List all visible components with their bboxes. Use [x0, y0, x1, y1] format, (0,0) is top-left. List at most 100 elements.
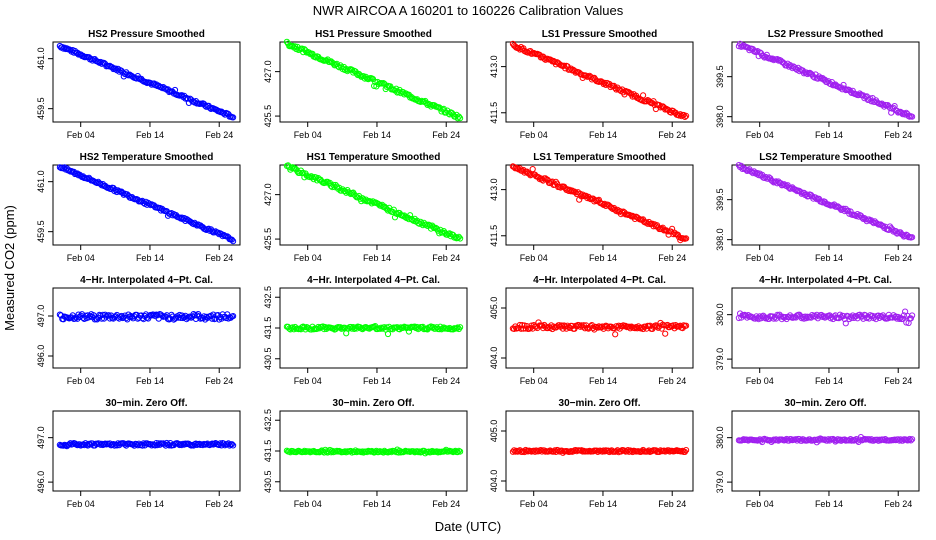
x-tick-label: Feb 14: [589, 499, 617, 509]
y-tick-label: 399.5: [715, 65, 725, 88]
x-tick-label: Feb 24: [658, 130, 686, 140]
y-tick-label: 399.5: [715, 188, 725, 211]
plot-frame: [279, 164, 468, 246]
y-tick-label: 496.0: [36, 345, 46, 368]
x-tick-label: Feb 24: [205, 253, 233, 263]
x-tick-label: Feb 04: [746, 130, 774, 140]
data-point: [328, 449, 335, 456]
data-point: [177, 441, 184, 448]
data-point: [683, 235, 690, 242]
data-point: [353, 70, 360, 77]
data-point: [615, 322, 622, 329]
plot-frame: [505, 41, 694, 123]
panel-15: 30−min. Zero Off. Feb 04 Feb 14 Feb 24 379.0…: [715, 398, 920, 509]
panel-title: LS1 Pressure Smoothed: [542, 29, 658, 40]
data-point: [230, 313, 237, 320]
data-point: [612, 331, 619, 338]
panel-10: 4−Hr. Interpolated 4−Pt. Cal. Feb 04 Feb 1…: [489, 275, 694, 386]
data-series: [283, 38, 464, 122]
x-tick-label: Feb 04: [520, 499, 548, 509]
data-series: [509, 163, 690, 244]
y-tick-label: 427.0: [263, 60, 273, 83]
y-tick-label: 411.5: [489, 225, 499, 247]
data-series: [283, 446, 464, 457]
data-series: [283, 323, 464, 338]
data-point: [426, 222, 433, 229]
data-point: [905, 319, 912, 327]
data-point: [909, 113, 916, 120]
data-point: [840, 81, 847, 89]
data-point: [834, 436, 841, 443]
panel-title: 4−Hr. Interpolated 4−Pt. Cal.: [533, 275, 666, 286]
data-point: [190, 311, 197, 318]
data-point: [230, 238, 237, 245]
data-series: [56, 164, 237, 245]
data-point: [681, 113, 689, 121]
data-point: [581, 325, 589, 332]
data-point: [576, 322, 583, 329]
data-point: [228, 441, 235, 448]
data-point: [76, 441, 83, 448]
data-point: [380, 80, 387, 87]
data-point: [425, 448, 432, 455]
data-point: [655, 324, 662, 331]
x-tick-label: Feb 24: [205, 130, 233, 140]
plot-frame: [279, 41, 468, 123]
data-point: [558, 322, 565, 329]
data-point: [230, 114, 237, 121]
data-point: [359, 448, 366, 455]
data-point: [516, 321, 524, 329]
panel-title: LS2 Temperature Smoothed: [759, 152, 892, 163]
y-tick-label: 430.5: [263, 348, 273, 371]
x-tick-label: Feb 04: [67, 253, 95, 263]
data-point: [907, 437, 915, 444]
x-tick-label: Feb 24: [884, 499, 912, 509]
x-tick-label: Feb 04: [67, 130, 95, 140]
data-point: [134, 442, 141, 449]
x-tick-label: Feb 24: [432, 499, 460, 509]
data-series: [735, 162, 916, 241]
data-point: [455, 113, 462, 120]
data-point: [774, 311, 781, 318]
data-point: [457, 115, 464, 122]
y-tick-label: 379.0: [715, 471, 725, 494]
data-series: [56, 311, 237, 323]
panel-title: 30−min. Zero Off.: [559, 398, 641, 409]
x-tick-label: Feb 14: [363, 253, 391, 263]
x-tick-label: Feb 04: [67, 376, 95, 386]
data-series: [56, 42, 237, 121]
data-point: [455, 233, 462, 240]
plot-frame: [731, 41, 920, 123]
y-tick-label: 413.0: [489, 55, 499, 78]
data-point: [521, 322, 528, 329]
x-tick-label: Feb 04: [520, 253, 548, 263]
data-point: [454, 449, 461, 456]
data-point: [286, 448, 293, 455]
y-tick-label: 497.0: [36, 305, 46, 328]
data-point: [900, 312, 908, 319]
y-tick-label: 405.0: [489, 297, 499, 320]
x-tick-label: Feb 24: [432, 253, 460, 263]
data-series: [56, 439, 237, 450]
data-point: [457, 235, 464, 242]
x-tick-label: Feb 04: [520, 376, 548, 386]
panel-title: HS1 Temperature Smoothed: [307, 152, 441, 163]
y-tick-label: 411.5: [489, 102, 499, 124]
data-point: [683, 447, 690, 454]
data-series: [735, 40, 916, 120]
data-point: [401, 448, 408, 455]
data-series: [735, 308, 916, 327]
data-series: [283, 162, 464, 242]
panel-title: HS1 Pressure Smoothed: [315, 29, 432, 40]
x-tick-label: Feb 04: [67, 499, 95, 509]
data-series: [735, 434, 916, 446]
data-point: [555, 447, 562, 454]
data-point: [404, 324, 411, 331]
panel-2: LS1 Pressure Smoothed Feb 04 Feb 14 Feb 24 4…: [489, 29, 694, 140]
panel-1: HS1 Pressure Smoothed Feb 04 Feb 14 Feb 24 4…: [263, 29, 468, 140]
panel-4: HS2 Temperature Smoothed Feb 04 Feb 14 Feb …: [36, 152, 241, 263]
data-point: [410, 448, 417, 455]
y-tick-label: 427.0: [263, 183, 273, 206]
x-tick-label: Feb 24: [884, 376, 912, 386]
